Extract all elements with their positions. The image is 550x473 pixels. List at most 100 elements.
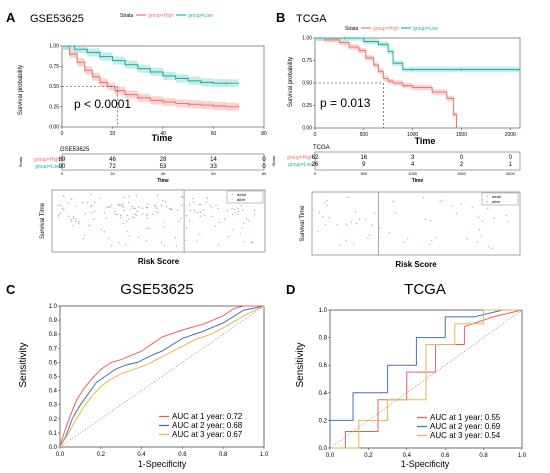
- scatter-b-point-alive: +: [392, 198, 395, 203]
- panel-a-strata: Strata: [120, 13, 134, 19]
- scatter-b-point-dead: +: [466, 236, 469, 241]
- panel-letter-b: B: [276, 10, 285, 25]
- risk-b-cell: 16: [360, 155, 367, 161]
- scatter-plot-b: ++++++++++ +++ +++ ++ ++++++++++++++++++++++…: [300, 191, 521, 269]
- scatter-a-point-alive: +: [133, 205, 136, 210]
- roc-c-ytick-label: 0.5: [49, 375, 58, 381]
- roc-c-ytick-label: 0.3: [49, 403, 58, 409]
- roc-c-ytick-label: 0.4: [49, 389, 58, 395]
- risk-a-xtick-label: 20: [110, 171, 115, 176]
- risk-a-row-label: group=High: [34, 157, 60, 163]
- roc-c-ytick-label: 0.1: [49, 431, 58, 437]
- scatter-a-point-alive: +: [141, 206, 144, 211]
- scatter-a-point-dead: +: [247, 218, 250, 223]
- scatter-a-point-alive: +: [94, 208, 97, 213]
- roc-d-ytick-label: 1.0: [319, 308, 328, 314]
- roc-c-ytick-label: 0.9: [49, 318, 58, 324]
- km-a-ytick-label: 1.00: [49, 44, 59, 50]
- km-b-frame: [314, 37, 521, 129]
- scatter-b-point-alive: +: [439, 199, 442, 204]
- risk-b-xlabel: Time: [412, 178, 424, 184]
- roc-d-curve-3: [330, 309, 522, 449]
- scatter-b-point-alive: +: [328, 215, 331, 220]
- risk-b-frame: [314, 151, 521, 171]
- km-b-ytick-label: 0.75: [302, 58, 312, 64]
- panel-b-pvalue: p = 0.013: [320, 96, 371, 110]
- scatter-a-point-dead: +: [185, 213, 188, 218]
- panel-c-xlabel: 1-Specificity: [138, 459, 187, 469]
- km-a-ytick-label: 0.25: [49, 104, 59, 110]
- scatter-a-point-alive: +: [117, 202, 120, 207]
- scatter-a-point-alive: +: [211, 213, 214, 218]
- scatter-a-point-alive: +: [122, 205, 125, 210]
- panel-a-ylabel: Survival probability: [18, 65, 24, 115]
- risk-a-xtick-label: 60: [211, 171, 216, 176]
- risk-a-xlabel: Time: [157, 178, 169, 184]
- risk-b-row-label: group=High: [287, 155, 313, 161]
- scatter-a-point-alive: +: [108, 204, 111, 209]
- scatter-a-ylabel: Survival Time: [40, 202, 46, 239]
- roc-c-xtick-label: 0.4: [137, 452, 146, 458]
- scatter-b-point-dead: +: [339, 242, 342, 247]
- scatter-b-point-alive: +: [460, 201, 463, 206]
- scatter-b-point-alive: +: [493, 215, 496, 220]
- scatter-b-point-dead: +: [378, 225, 381, 230]
- risk-a-title: GSE53625: [60, 147, 90, 153]
- risk-b-cell: 0: [509, 155, 513, 161]
- scatter-a-point-alive: +: [106, 205, 109, 210]
- scatter-a-point-dead: +: [78, 219, 81, 224]
- panel-a-legend-low: group=Low: [188, 13, 213, 19]
- scatter-b-point-dead: +: [345, 238, 348, 243]
- scatter-b-point-dead: +: [346, 222, 349, 227]
- scatter-a-point-dead: +: [170, 207, 173, 212]
- scatter-a-point-dead: +: [199, 213, 202, 218]
- scatter-a-point-alive: +: [223, 216, 226, 221]
- scatter-a-point-dead: +: [60, 203, 63, 208]
- scatter-a-point-alive: +: [206, 200, 209, 205]
- scatter-a-xlabel: Risk Score: [138, 257, 180, 266]
- panel-a-pvalue: p < 0.0001: [74, 97, 131, 111]
- risk-b-xtick-label: 1500: [457, 171, 467, 176]
- scatter-a-point-dead: +: [199, 232, 202, 237]
- scatter-b-point-dead: +: [488, 244, 491, 249]
- panel-letter-d: D: [286, 282, 295, 297]
- roc-d-legend-1: AUC at 1 year: 0.55: [430, 413, 501, 422]
- scatter-a-point-alive: +: [90, 204, 93, 209]
- scatter-a-point-alive: +: [62, 194, 65, 199]
- scatter-b-point-dead: +: [403, 240, 406, 245]
- scatter-b-point-dead: +: [336, 222, 339, 227]
- scatter-a-point-dead: +: [125, 242, 128, 247]
- scatter-a-point-dead: +: [250, 239, 253, 244]
- scatter-a-point-dead: +: [93, 216, 96, 221]
- scatter-a-point-dead: +: [57, 215, 60, 220]
- scatter-a-point-dead: +: [243, 239, 246, 244]
- roc-c-curve-3: [59, 305, 265, 448]
- scatter-a-point-dead: +: [155, 209, 158, 214]
- scatter-a-legend-dead-mark: +: [231, 192, 234, 197]
- scatter-a-legend-alive: alive: [237, 197, 246, 202]
- scatter-b-point-dead: +: [507, 219, 510, 224]
- panel-b-ylabel: Survival probability: [288, 57, 294, 107]
- scatter-a-point-alive: +: [202, 208, 205, 213]
- scatter-a-point-dead: +: [75, 204, 78, 209]
- scatter-b-point-alive: +: [451, 204, 454, 209]
- scatter-a-point-alive: +: [147, 201, 150, 206]
- roc-c-xtick-label: 1.0: [260, 452, 269, 458]
- scatter-a-point-dead: +: [70, 219, 73, 224]
- risk-b-cell: 1: [509, 162, 513, 168]
- scatter-a-point-dead: +: [163, 224, 166, 229]
- scatter-b-point-alive: +: [326, 203, 329, 208]
- scatter-b-point-alive: +: [347, 195, 350, 200]
- risk-a-xtick-label: 40: [161, 171, 166, 176]
- risk-a-row-label: group=Low: [35, 164, 60, 170]
- scatter-a-point-dead: +: [227, 234, 230, 239]
- scatter-a-point-dead: +: [177, 219, 180, 224]
- scatter-a-legend: [226, 190, 264, 204]
- km-a-xtick-label: 20: [110, 131, 116, 137]
- km-a-ytick-label: 0.75: [49, 64, 59, 70]
- scatter-a-point-dead: +: [70, 217, 73, 222]
- km-b-xtick-label: 500: [360, 132, 369, 138]
